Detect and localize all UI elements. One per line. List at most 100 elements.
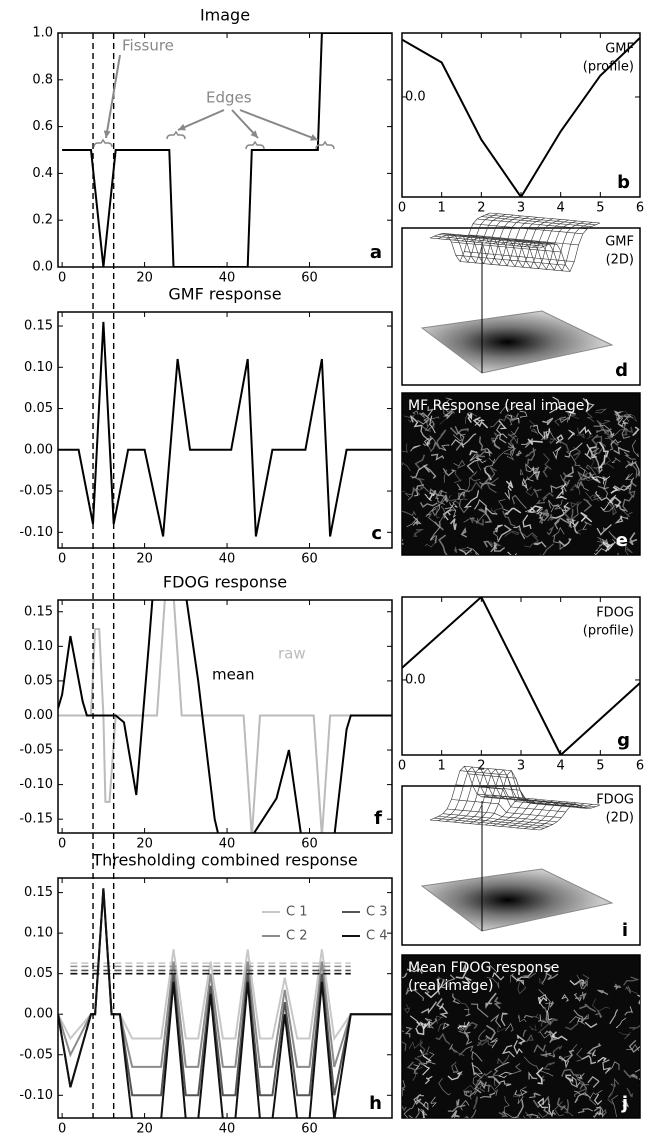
chart-title: GMF response	[168, 285, 281, 304]
annotation: Edges	[206, 89, 252, 107]
panel-letter: c	[371, 523, 382, 544]
y-tick-label: 0.15	[24, 604, 53, 619]
annotation-arrow	[178, 110, 224, 130]
chart-subtitle: (profile)	[583, 624, 634, 639]
legend-label: C 4	[366, 929, 387, 944]
x-tick-label: 20	[136, 1122, 153, 1137]
series-line	[58, 889, 392, 1096]
x-tick-label: 20	[136, 552, 153, 567]
series-line	[58, 322, 392, 537]
series-label: mean	[212, 666, 255, 684]
x-tick-label: 2	[477, 759, 485, 774]
x-tick-label: 40	[219, 552, 236, 567]
panel-caption: (real image)	[408, 978, 494, 994]
x-tick-label: 5	[596, 759, 604, 774]
annotation-brace	[246, 142, 264, 149]
panel-letter: g	[617, 730, 630, 751]
x-tick-label: 40	[219, 837, 236, 852]
y-tick-label: 0.05	[24, 966, 53, 981]
y-tick-label: 0.0	[405, 672, 426, 687]
x-tick-label: 60	[301, 1122, 318, 1137]
figure: Image0.00.20.40.60.81.00204060aGMF respo…	[0, 0, 657, 1140]
y-tick-label: -0.10	[19, 525, 53, 540]
x-tick-label: 0	[58, 1122, 66, 1137]
panel-caption: Mean FDOG response	[408, 960, 559, 976]
x-tick-label: 40	[219, 271, 236, 286]
x-tick-label: 4	[557, 201, 565, 216]
x-tick-label: 40	[219, 1122, 236, 1137]
vessel	[640, 1081, 646, 1086]
panel-letter: h	[369, 1093, 382, 1114]
legend-label: C 2	[286, 929, 307, 944]
panel-caption: GMF	[605, 235, 634, 250]
x-tick-label: 5	[596, 201, 604, 216]
x-tick-label: 60	[301, 271, 318, 286]
annotation: Fissure	[122, 37, 174, 55]
panel-letter: i	[622, 920, 628, 941]
y-tick-label: 0.2	[32, 213, 53, 228]
annotation-brace	[94, 140, 112, 147]
y-tick-label: 1.0	[32, 26, 53, 41]
y-tick-label: 0.00	[24, 708, 53, 723]
y-tick-label: 0.0	[405, 89, 426, 104]
panel-letter: e	[616, 530, 628, 551]
x-tick-label: 2	[477, 201, 485, 216]
x-tick-label: 60	[301, 837, 318, 852]
chart-title: Image	[200, 6, 250, 25]
chart-title: FDOG response	[163, 573, 287, 592]
series-label: raw	[278, 645, 306, 663]
x-tick-label: 6	[636, 201, 644, 216]
y-tick-label: -0.10	[19, 777, 53, 792]
panel-letter: j	[621, 1093, 628, 1114]
plot-frame	[58, 878, 392, 1118]
y-tick-label: -0.05	[19, 1047, 53, 1062]
x-tick-label: 20	[136, 271, 153, 286]
x-tick-label: 0	[398, 201, 406, 216]
y-tick-label: 0.8	[32, 72, 53, 87]
legend-label: C 1	[286, 905, 307, 920]
x-tick-label: 6	[636, 759, 644, 774]
chart-title: FDOG	[596, 606, 634, 621]
x-tick-label: 4	[557, 759, 565, 774]
y-tick-label: 0.00	[24, 1007, 53, 1022]
chart-title: Thresholding combined response	[91, 851, 357, 870]
series-line	[62, 33, 392, 267]
y-tick-label: 0.10	[24, 926, 53, 941]
panel-caption: MF Response (real image)	[408, 398, 590, 414]
x-tick-label: 3	[517, 201, 525, 216]
y-tick-label: -0.05	[19, 743, 53, 758]
y-tick-label: 0.15	[24, 319, 53, 334]
series-line	[402, 597, 640, 755]
y-tick-label: 0.00	[24, 442, 53, 457]
y-tick-label: 0.0	[32, 260, 53, 275]
panel-letter: b	[617, 172, 630, 193]
x-tick-label: 20	[136, 837, 153, 852]
panel-caption: FDOG	[596, 793, 634, 808]
panel-caption: (2D)	[606, 811, 634, 826]
x-tick-label: 3	[517, 759, 525, 774]
panel-caption: (2D)	[606, 253, 634, 268]
x-tick-label: 0	[398, 759, 406, 774]
legend-label: C 3	[366, 905, 387, 920]
y-tick-label: 0.05	[24, 401, 53, 416]
x-tick-label: 0	[58, 271, 66, 286]
y-tick-label: 0.15	[24, 885, 53, 900]
series-line	[58, 889, 392, 1067]
x-tick-label: 60	[301, 552, 318, 567]
y-tick-label: 0.10	[24, 360, 53, 375]
y-tick-label: -0.10	[19, 1088, 53, 1103]
x-tick-label: 0	[58, 552, 66, 567]
surface-mesh	[486, 215, 596, 225]
panel-letter: a	[370, 242, 382, 263]
y-tick-label: -0.15	[19, 812, 53, 827]
x-tick-label: 0	[58, 837, 66, 852]
plot-frame	[58, 33, 392, 267]
plot-frame	[402, 33, 640, 197]
y-tick-label: 0.6	[32, 119, 53, 134]
panel-letter: f	[374, 808, 382, 829]
y-tick-label: -0.05	[19, 484, 53, 499]
y-tick-label: 0.05	[24, 673, 53, 688]
y-tick-label: 0.10	[24, 639, 53, 654]
x-tick-label: 1	[438, 201, 446, 216]
panel-letter: d	[615, 360, 628, 381]
